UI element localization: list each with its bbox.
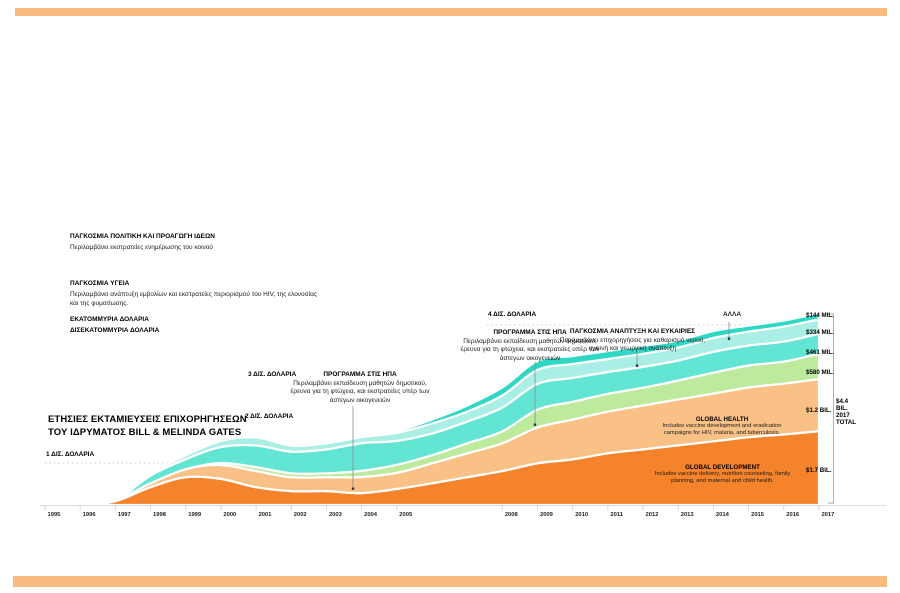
gridline-label-3b: 3 ΔΙΣ. ΔΟΛΑΡΙΑ [248, 371, 297, 378]
annotation-global-growth-title: ΠΑΓΚΟΣΜΙΑ ΑΝΑΠΤΥΞΗ ΚΑΙ ΕΥΚΑΙΡΙΕΣ [569, 328, 696, 335]
x-axis-label-2010: 2010 [575, 512, 588, 518]
connector-us-program-2-dot [533, 423, 537, 426]
annotation-global-growth-body: Περιλαμβάνει επιχορηγήσεις για καθαρισμό… [559, 336, 706, 353]
annotation-us-program-2: ΠΡΟΓΡΑΜΜΑ ΣΤΙΣ ΗΠΑ Περιλαμβάνει εκπαίδευ… [455, 329, 605, 363]
value-label-1-2b: $1.2 BIL. [806, 407, 832, 414]
x-axis-label-2000: 2000 [223, 512, 236, 518]
x-axis-label-1996: 1996 [83, 512, 97, 518]
bottom-accent-bar [13, 576, 887, 587]
annotation-us-program-1: ΠΡΟΓΡΑΜΜΑ ΣΤΙΣ ΗΠΑ Περιλαμβάνει εκπαίδευ… [285, 371, 435, 405]
x-axis-label-2004: 2004 [364, 512, 378, 518]
annotation-other: ΑΛΛΑ [722, 311, 742, 318]
band-5 [43, 311, 821, 507]
gridline-label-1b: 1 ΔΙΣ. ΔΟΛΑΡΙΑ [46, 451, 95, 458]
legend-health-title: ΠΑΓΚΟΣΜΙΑ ΥΓΕΙΑ [70, 280, 130, 287]
value-label-461: $461 MIL. [806, 349, 834, 356]
top-accent-bar [15, 8, 887, 16]
x-axis-label-2014: 2014 [716, 512, 730, 518]
x-axis-label-1999: 1999 [188, 512, 202, 518]
legend-policy-title: ΠΑΓΚΟΣΜΙΑ ΠΟΛΙΤΙΚΗ ΚΑΙ ΠΡΟΑΓΩΓΗ ΙΔΕΩΝ [70, 233, 215, 240]
x-axis-label-1998: 1998 [153, 512, 167, 518]
total-2017-block: $4.4 BIL. 2017 TOTAL [836, 398, 856, 426]
total-amount: $4.4 [836, 398, 849, 405]
label-global-development-title: GLOBAL DEVELOPMENT [685, 464, 760, 471]
total-year: 2017 [836, 412, 850, 419]
x-axis-label-2008: 2008 [505, 512, 519, 518]
value-label-334: $334 MIL. [806, 329, 834, 336]
gridline-label-4b: 4 ΔΙΣ. ΔΟΛΑΡΙΑ [488, 311, 537, 318]
legend-units-millions: ΕΚΑΤΟΜΜΥΡΙΑ ΔΟΛΑΡΙΑ [70, 316, 149, 323]
total-unit: BIL. [836, 405, 848, 412]
value-label-1-7b: $1.7 BIL. [806, 467, 832, 474]
annotation-global-growth: ΠΑΓΚΟΣΜΙΑ ΑΝΑΠΤΥΞΗ ΚΑΙ ΕΥΚΑΙΡΙΕΣ Περιλαμ… [550, 328, 715, 354]
x-axis-label-2013: 2013 [681, 512, 695, 518]
total-word: TOTAL [836, 419, 857, 426]
legend-units-billions: ΔΙΣΕΚΑΤΟΜΜΥΡΙΑ ΔΟΛΑΡΙΑ [70, 327, 160, 334]
x-axis-label-2016: 2016 [786, 512, 800, 518]
chart-title-line2: ΤΟΥ ΙΔΡΥΜΑΤΟΣ BILL & MELINDA GATES [48, 427, 242, 438]
x-axis-label-2001: 2001 [259, 512, 273, 518]
chart-title-line1: ΕΤΗΣΙΕΣ ΕΚΤΑΜΙΕΥΣΕΙΣ ΕΠΙΧΟΡΗΓΗΣΕΩΝ [48, 414, 247, 425]
x-axis-label-2011: 2011 [610, 512, 623, 518]
label-global-development: GLOBAL DEVELOPMENT Includes vaccine deli… [650, 464, 795, 485]
connector-other-dot [727, 337, 731, 340]
annotation-us-program-1-title: ΠΡΟΓΡΑΜΜΑ ΣΤΙΣ ΗΠΑ [323, 371, 397, 378]
x-axis-label-2015: 2015 [751, 512, 765, 518]
connector-global-growth-dot [635, 364, 639, 367]
x-axis-label-1995: 1995 [48, 512, 62, 518]
label-global-development-body: Includes vaccine delivery, nutrition cou… [654, 471, 791, 484]
label-global-health: GLOBAL HEALTH Includes vaccine developme… [660, 416, 784, 437]
label-global-health-body: Includes vaccine development and eradica… [662, 423, 782, 436]
x-axis-label-2005: 2005 [399, 512, 413, 518]
x-axis-label-2002: 2002 [294, 512, 307, 518]
value-label-144: $144 MIL. [806, 312, 834, 319]
legend-health-sub: Περιλαμβάνει ανάπτυξη εμβολίων και εκστρ… [70, 291, 318, 307]
legend-policy-sub: Περιλαμβάνει εκστρατείες ενημέρωσης του … [70, 244, 213, 251]
value-label-580: $580 MIL. [806, 369, 834, 376]
connector-us-program-1-dot [351, 487, 355, 490]
annotation-us-program-1-body: Περιλαμβάνει εκπαίδευση μαθητών δημοτικο… [290, 379, 430, 404]
annotation-us-program-2-title: ΠΡΟΓΡΑΜΜΑ ΣΤΙΣ ΗΠΑ [493, 329, 567, 336]
x-axis-label-1997: 1997 [118, 512, 131, 518]
x-axis-label-2017: 2017 [821, 512, 834, 518]
gridline-label-2b: 2 ΔΙΣ. ΔΟΛΑΡΙΑ [245, 413, 294, 420]
annotation-us-program-2-body: Περιλαμβάνει εκπαίδευση μαθητών δημοτικο… [460, 337, 600, 362]
total-bracket [828, 313, 834, 504]
label-global-health-title: GLOBAL HEALTH [695, 416, 749, 423]
x-axis-label-2009: 2009 [540, 512, 554, 518]
x-axis-label-2012: 2012 [646, 512, 659, 518]
x-axis-label-2003: 2003 [329, 512, 343, 518]
